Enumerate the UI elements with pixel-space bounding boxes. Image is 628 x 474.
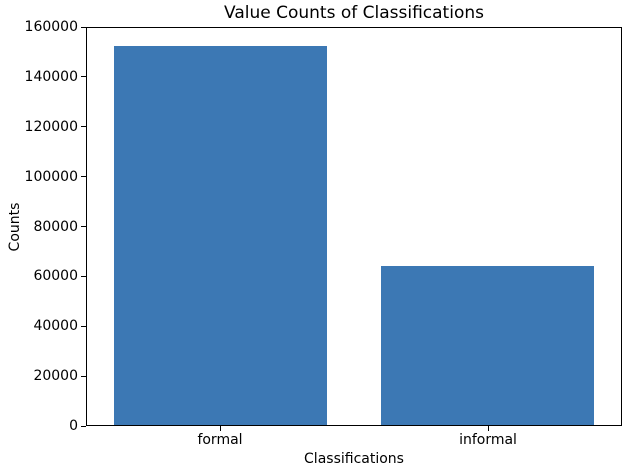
x-tick-label-formal: formal [197, 432, 243, 448]
bar-informal [380, 265, 595, 425]
x-tick-label-informal: informal [459, 432, 517, 448]
y-tick-label: 120000 [24, 118, 78, 135]
x-tick-labels: formal informal [86, 432, 622, 449]
y-tick-label: 0 [69, 418, 78, 434]
y-tick-mark [81, 226, 86, 227]
y-tick-mark [81, 26, 86, 28]
x-tick-mark [487, 426, 489, 431]
x-axis-label: Classifications [304, 451, 404, 467]
bar-formal [113, 45, 328, 425]
y-tick-labels: 0 20000 40000 60000 80000 100000 120000 140000 1… [0, 19, 78, 434]
y-tick-label: 40000 [33, 318, 78, 335]
y-tick-label: 140000 [24, 68, 78, 85]
y-tick-mark [81, 126, 86, 128]
y-tick-mark [81, 375, 86, 377]
y-tick-label: 100000 [24, 168, 78, 185]
y-tick-label: 80000 [33, 218, 78, 235]
y-tick-mark [81, 275, 86, 277]
y-tick-label: 160000 [24, 19, 78, 35]
y-tick-label: 60000 [33, 268, 78, 285]
chart-title: Value Counts of Classifications [224, 3, 484, 23]
x-tick-mark [219, 426, 221, 431]
y-tick-label: 20000 [33, 368, 78, 385]
y-tick-mark [81, 425, 86, 427]
y-tick-mark [81, 76, 86, 78]
y-tick-mark [81, 176, 86, 178]
plot-area [86, 27, 622, 426]
y-tick-mark [81, 325, 86, 327]
y-tick-marks [81, 26, 86, 427]
x-tick-marks [86, 426, 622, 431]
